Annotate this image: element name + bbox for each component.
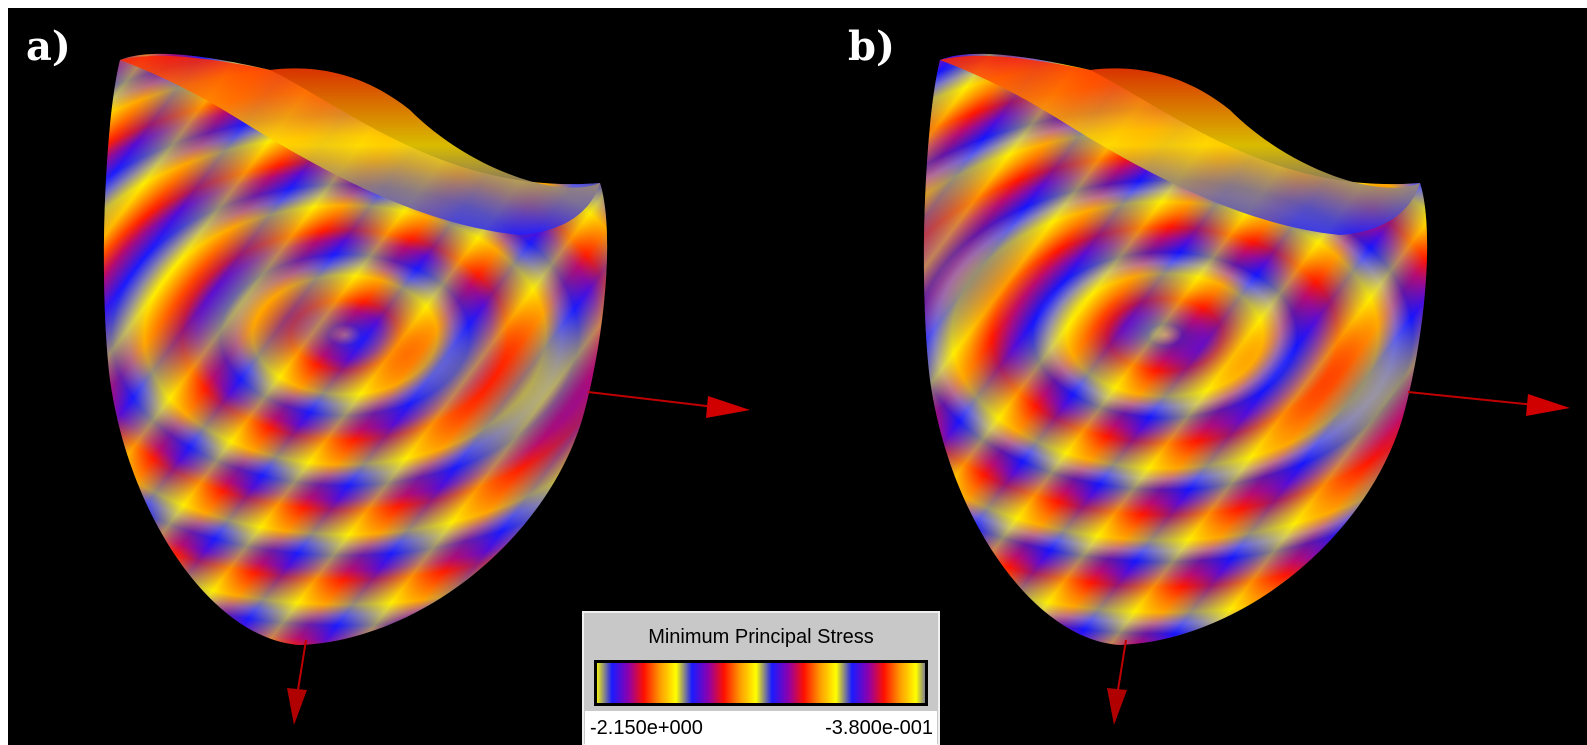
visualization: a) b) Minimum Principal Stress -2.150e+0… (0, 0, 1587, 745)
color-legend: Minimum Principal Stress -2.150e+000 -3.… (583, 612, 939, 745)
panel-label: b) (848, 23, 895, 70)
legend-title: Minimum Principal Stress (648, 626, 874, 648)
legend-max: -3.800e-001 (825, 717, 933, 739)
legend-min: -2.150e+000 (590, 717, 703, 739)
page: {"panels": [{"label": "a)"}, {"label": "… (0, 0, 1587, 745)
colorbar (597, 663, 925, 703)
panel-label: a) (26, 23, 71, 70)
